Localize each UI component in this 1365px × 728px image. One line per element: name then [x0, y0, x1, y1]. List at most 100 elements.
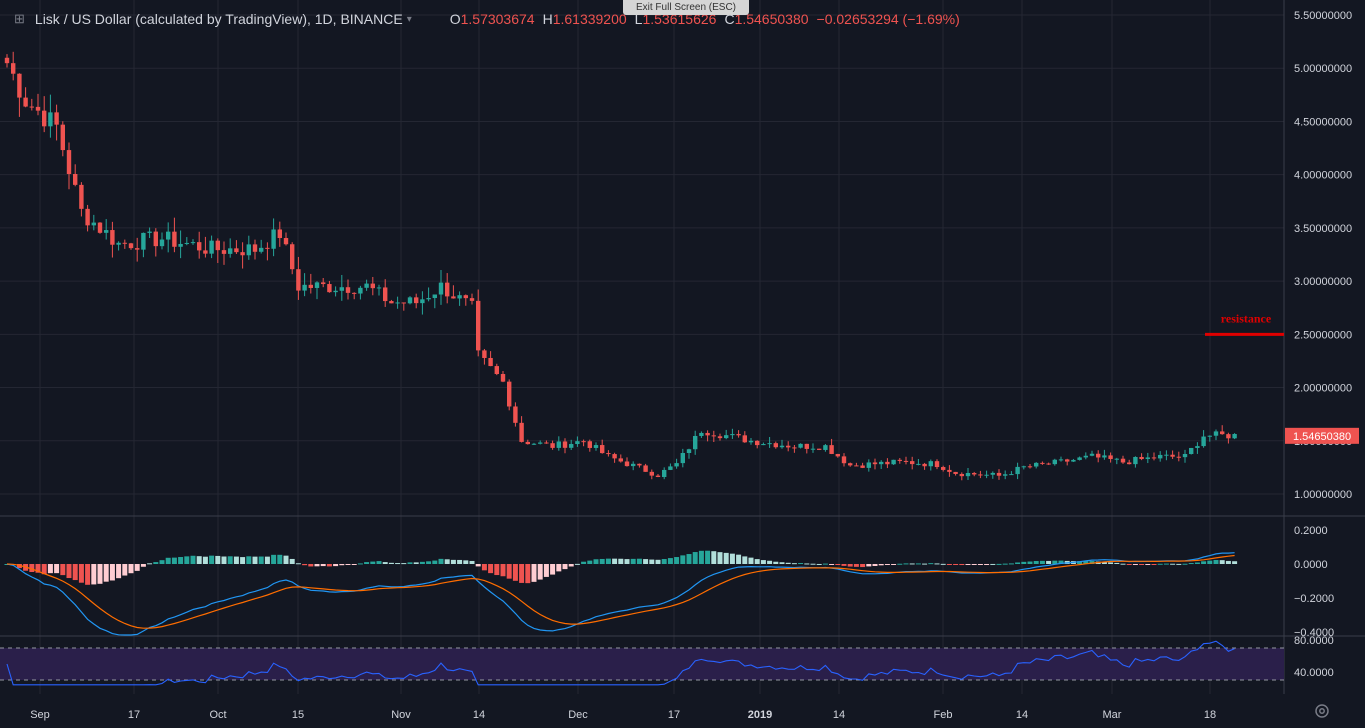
macd-bar	[258, 556, 264, 564]
macd-bar	[16, 564, 22, 569]
macd-bar	[760, 560, 766, 564]
macd-bar	[630, 558, 636, 564]
macd-bar	[1132, 564, 1138, 565]
macd-bar	[581, 561, 587, 564]
candle-body	[953, 471, 958, 474]
macd-bar	[593, 559, 599, 564]
candle-body	[947, 469, 952, 472]
macd-bar	[426, 561, 432, 564]
candle-body	[283, 238, 289, 245]
exit-fullscreen-button[interactable]: Exit Full Screen (ESC)	[623, 0, 749, 15]
candle-body	[4, 57, 10, 64]
candle-body	[1065, 459, 1070, 462]
candle-body	[1176, 456, 1181, 458]
candle-body	[705, 432, 710, 436]
gear-icon[interactable]	[1313, 702, 1331, 720]
macd-bar	[742, 556, 748, 564]
candle-body	[569, 444, 574, 448]
candle-body	[866, 462, 871, 468]
macd-bar	[320, 564, 326, 567]
candle-body	[91, 222, 96, 226]
macd-bar	[847, 564, 853, 567]
chevron-down-icon[interactable]: ▾	[406, 13, 412, 25]
price-tick-label: 3.00000000	[1294, 276, 1352, 288]
macd-bar	[909, 563, 915, 565]
macd-bar	[140, 564, 146, 567]
candle-body	[544, 442, 549, 444]
candle-body	[178, 243, 183, 247]
macd-bar	[680, 555, 686, 564]
symbol-title[interactable]: Lisk / US Dollar (calculated by TradingV…	[34, 11, 403, 27]
macd-bar	[1021, 561, 1027, 564]
candle-body	[1114, 458, 1119, 460]
candle-body	[197, 242, 202, 251]
open-label: O	[449, 11, 461, 27]
macd-bar	[1219, 560, 1225, 564]
candle-body	[903, 460, 909, 462]
macd-bar	[364, 562, 370, 564]
macd-bar	[928, 563, 934, 565]
candle-body	[1040, 462, 1045, 464]
candle-body	[1151, 457, 1157, 459]
candle-body	[773, 443, 778, 448]
macd-bar	[283, 555, 289, 564]
macd-bar	[314, 564, 320, 567]
macd-bar	[289, 558, 295, 564]
macd-bar	[661, 559, 667, 564]
candle-body	[525, 441, 530, 445]
candle-body	[1021, 466, 1026, 468]
time-tick-label: Oct	[209, 709, 226, 721]
candle-body	[48, 112, 53, 127]
macd-bar	[339, 564, 345, 566]
macd-bar	[599, 558, 605, 564]
time-tick-label: 14	[833, 709, 845, 721]
candle-body	[655, 475, 661, 478]
candle-body	[370, 283, 375, 289]
macd-bar	[729, 553, 735, 564]
candle-body	[848, 463, 853, 466]
macd-bar	[438, 558, 444, 564]
low-label: L	[634, 11, 643, 27]
candle-body	[469, 298, 475, 301]
candle-body	[643, 465, 648, 472]
macd-bar	[1033, 561, 1039, 564]
macd-bar	[990, 563, 996, 565]
time-tick-label: 14	[473, 709, 485, 721]
candle-body	[1127, 462, 1132, 465]
candle-body	[221, 250, 227, 254]
macd-bar	[252, 556, 258, 564]
candle-body	[624, 461, 630, 467]
candle-body	[724, 435, 729, 439]
time-tick-label: 2019	[748, 709, 772, 721]
candle-body	[841, 456, 847, 464]
macd-bar	[500, 564, 506, 577]
candle-body	[761, 444, 766, 446]
macd-bar	[116, 564, 122, 579]
candle-body	[1003, 474, 1008, 476]
candle-body	[990, 472, 995, 475]
macd-bar	[748, 557, 754, 564]
macd-bar	[1232, 561, 1238, 564]
macd-bar	[481, 564, 487, 571]
macd-bar	[1002, 563, 1008, 565]
macd-bar	[395, 563, 401, 565]
candle-body	[736, 434, 741, 436]
candle-body	[426, 298, 431, 300]
candle-body	[631, 463, 636, 467]
crosshair-icon[interactable]: ⊞	[14, 11, 25, 26]
candle-body	[482, 350, 487, 358]
macd-bar	[897, 563, 903, 565]
macd-bar	[903, 563, 909, 565]
candle-body	[296, 269, 301, 291]
candle-body	[686, 449, 692, 454]
macd-histogram	[4, 550, 1238, 585]
macd-bar	[822, 563, 828, 565]
macd-bar	[872, 564, 878, 566]
close-label: C	[724, 11, 735, 27]
macd-bar	[1145, 564, 1151, 565]
macd-bar	[698, 550, 704, 564]
macd-bar	[382, 562, 388, 564]
candle-body	[104, 230, 109, 233]
macd-bar	[971, 564, 977, 565]
